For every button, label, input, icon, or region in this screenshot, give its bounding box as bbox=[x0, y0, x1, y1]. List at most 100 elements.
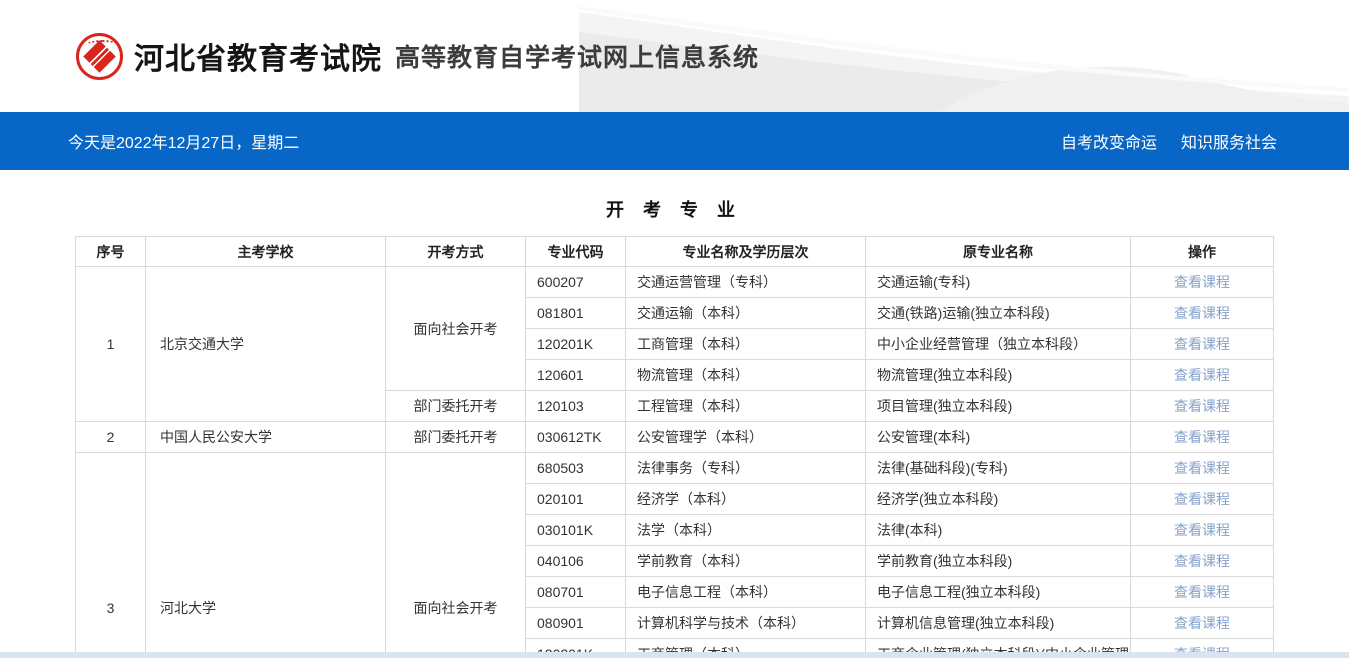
col-action: 查看课程 bbox=[1130, 545, 1274, 577]
col-code: 040106 bbox=[525, 545, 626, 577]
main-content: 开 考 专 业 序号 主考学校 开考方式 专业代码 专业名称及学历层次 原专业名… bbox=[0, 196, 1349, 658]
col-old-name: 学前教育(独立本科段) bbox=[865, 545, 1131, 577]
col-old-name: 物流管理(独立本科段) bbox=[865, 359, 1131, 391]
col-header-code: 专业代码 bbox=[525, 236, 626, 267]
col-name: 工程管理（本科） bbox=[625, 390, 866, 422]
col-name: 法律事务（专科） bbox=[625, 452, 866, 484]
col-header-name: 专业名称及学历层次 bbox=[625, 236, 866, 267]
site-header: 河北省教育考试院 高等教育自学考试网上信息系统 bbox=[0, 0, 1349, 112]
view-course-link[interactable]: 查看课程 bbox=[1174, 584, 1230, 600]
date-text: 今天是2022年12月27日，星期二 bbox=[68, 135, 300, 152]
col-code: 030612TK bbox=[525, 421, 626, 453]
table-row: 081801 交通运输（本科） 交通(铁路)运输(独立本科段) 查看课程 bbox=[76, 297, 1274, 329]
col-name: 公安管理学（本科） bbox=[625, 421, 866, 453]
col-action: 查看课程 bbox=[1130, 359, 1274, 391]
col-code: 080901 bbox=[525, 607, 626, 639]
col-name: 学前教育（本科） bbox=[625, 545, 866, 577]
col-method: 面向社会开考 bbox=[385, 452, 526, 658]
col-index: 2 bbox=[75, 421, 146, 453]
col-name: 经济学（本科） bbox=[625, 483, 866, 515]
col-name: 法学（本科） bbox=[625, 514, 866, 546]
col-old-name: 法律(基础科段)(专科) bbox=[865, 452, 1131, 484]
col-action: 查看课程 bbox=[1130, 483, 1274, 515]
col-old-name: 经济学(独立本科段) bbox=[865, 483, 1131, 515]
slogan: 自考改变命运 知识服务社会 bbox=[1061, 129, 1277, 153]
col-action: 查看课程 bbox=[1130, 266, 1274, 298]
table-row: 部门委托开考 120103 工程管理（本科） 项目管理(独立本科段) 查看课程 bbox=[76, 390, 1274, 422]
col-old-name: 电子信息工程(独立本科段) bbox=[865, 576, 1131, 608]
brand: 河北省教育考试院 高等教育自学考试网上信息系统 bbox=[0, 0, 1349, 112]
col-action: 查看课程 bbox=[1130, 297, 1274, 329]
page-title: 开 考 专 业 bbox=[605, 200, 742, 220]
col-action: 查看课程 bbox=[1130, 421, 1274, 453]
bottom-edge-strip bbox=[0, 652, 1349, 658]
col-action: 查看课程 bbox=[1130, 328, 1274, 360]
table-row: 020101 经济学（本科） 经济学(独立本科段) 查看课程 bbox=[76, 483, 1274, 515]
col-name: 计算机科学与技术（本科） bbox=[625, 607, 866, 639]
table-row: 2 中国人民公安大学 部门委托开考 030612TK 公安管理学（本科） 公安管理(本科)… bbox=[75, 421, 1274, 453]
view-course-link[interactable]: 查看课程 bbox=[1174, 429, 1230, 445]
col-action: 查看课程 bbox=[1130, 390, 1274, 422]
view-course-link[interactable]: 查看课程 bbox=[1174, 398, 1230, 414]
col-method: 部门委托开考 bbox=[385, 421, 526, 453]
col-code: 120103 bbox=[525, 390, 626, 422]
col-name: 交通运输（本科） bbox=[625, 297, 866, 329]
col-index: 3 bbox=[75, 452, 146, 658]
table-row: 1 北京交通大学 面向社会开考 600207 交通运营管理（专科） 交通运输(专科) 查看课… bbox=[75, 266, 1274, 422]
col-code: 600207 bbox=[525, 266, 626, 298]
slogan-part1: 自考改变命运 bbox=[1060, 135, 1157, 152]
col-code: 020101 bbox=[525, 483, 626, 515]
majors-table: 序号 主考学校 开考方式 专业代码 专业名称及学历层次 原专业名称 操作 1 北京… bbox=[75, 236, 1274, 658]
col-code: 080701 bbox=[525, 576, 626, 608]
col-old-name: 交通(铁路)运输(独立本科段) bbox=[865, 297, 1131, 329]
col-code: 680503 bbox=[525, 452, 626, 484]
header-row: 序号 主考学校 开考方式 专业代码 专业名称及学历层次 原专业名称 操作 bbox=[75, 236, 1274, 267]
col-action: 查看课程 bbox=[1130, 607, 1274, 639]
col-code: 120601 bbox=[525, 359, 626, 391]
col-school: 中国人民公安大学 bbox=[145, 421, 386, 453]
col-header-method: 开考方式 bbox=[385, 236, 526, 267]
col-old-name: 公安管理(本科) bbox=[865, 421, 1131, 453]
view-course-link[interactable]: 查看课程 bbox=[1174, 491, 1230, 507]
col-method: 面向社会开考 bbox=[385, 266, 526, 391]
col-name: 物流管理（本科） bbox=[625, 359, 866, 391]
col-method: 部门委托开考 bbox=[385, 390, 526, 422]
col-index: 1 bbox=[75, 266, 146, 422]
view-course-link[interactable]: 查看课程 bbox=[1174, 460, 1230, 476]
table-row: 080901 计算机科学与技术（本科） 计算机信息管理(独立本科段) 查看课程 bbox=[76, 607, 1274, 639]
view-course-link[interactable]: 查看课程 bbox=[1174, 336, 1230, 352]
view-course-link[interactable]: 查看课程 bbox=[1174, 615, 1230, 631]
col-header-action: 操作 bbox=[1130, 236, 1274, 267]
col-old-name: 法律(本科) bbox=[865, 514, 1131, 546]
col-name: 电子信息工程（本科） bbox=[625, 576, 866, 608]
col-header-school: 主考学校 bbox=[145, 236, 386, 267]
col-action: 查看课程 bbox=[1130, 576, 1274, 608]
view-course-link[interactable]: 查看课程 bbox=[1174, 305, 1230, 321]
majors-table-body: 1 北京交通大学 面向社会开考 600207 交通运营管理（专科） 交通运输(专科) 查看课… bbox=[75, 266, 1274, 658]
col-name: 工商管理（本科） bbox=[625, 328, 866, 360]
col-old-name: 交通运输(专科) bbox=[865, 266, 1131, 298]
system-name: 高等教育自学考试网上信息系统 bbox=[395, 44, 760, 72]
view-course-link[interactable]: 查看课程 bbox=[1174, 522, 1230, 538]
col-code: 030101K bbox=[525, 514, 626, 546]
col-action: 查看课程 bbox=[1130, 514, 1274, 546]
table-row: 120601 物流管理（本科） 物流管理(独立本科段) 查看课程 bbox=[76, 359, 1274, 391]
col-old-name: 项目管理(独立本科段) bbox=[865, 390, 1131, 422]
view-course-link[interactable]: 查看课程 bbox=[1174, 274, 1230, 290]
table-row: 030101K 法学（本科） 法律(本科) 查看课程 bbox=[76, 514, 1274, 546]
view-course-link[interactable]: 查看课程 bbox=[1174, 553, 1230, 569]
site-name: 河北省教育考试院 bbox=[134, 43, 382, 76]
col-old-name: 中小企业经营管理（独立本科段） bbox=[865, 328, 1131, 360]
table-row: 120201K 工商管理（本科） 中小企业经营管理（独立本科段） 查看课程 bbox=[76, 328, 1274, 360]
view-course-link[interactable]: 查看课程 bbox=[1174, 367, 1230, 383]
col-code: 081801 bbox=[525, 297, 626, 329]
col-code: 120201K bbox=[525, 328, 626, 360]
col-header-index: 序号 bbox=[75, 236, 146, 267]
header-wave-decoration bbox=[579, 6, 1349, 112]
col-name: 交通运营管理（专科） bbox=[625, 266, 866, 298]
col-header-old-name: 原专业名称 bbox=[865, 236, 1131, 267]
col-old-name: 计算机信息管理(独立本科段) bbox=[865, 607, 1131, 639]
slogan-part2: 知识服务社会 bbox=[1180, 135, 1277, 152]
topbar: 今天是2022年12月27日，星期二 自考改变命运 知识服务社会 bbox=[0, 112, 1349, 170]
